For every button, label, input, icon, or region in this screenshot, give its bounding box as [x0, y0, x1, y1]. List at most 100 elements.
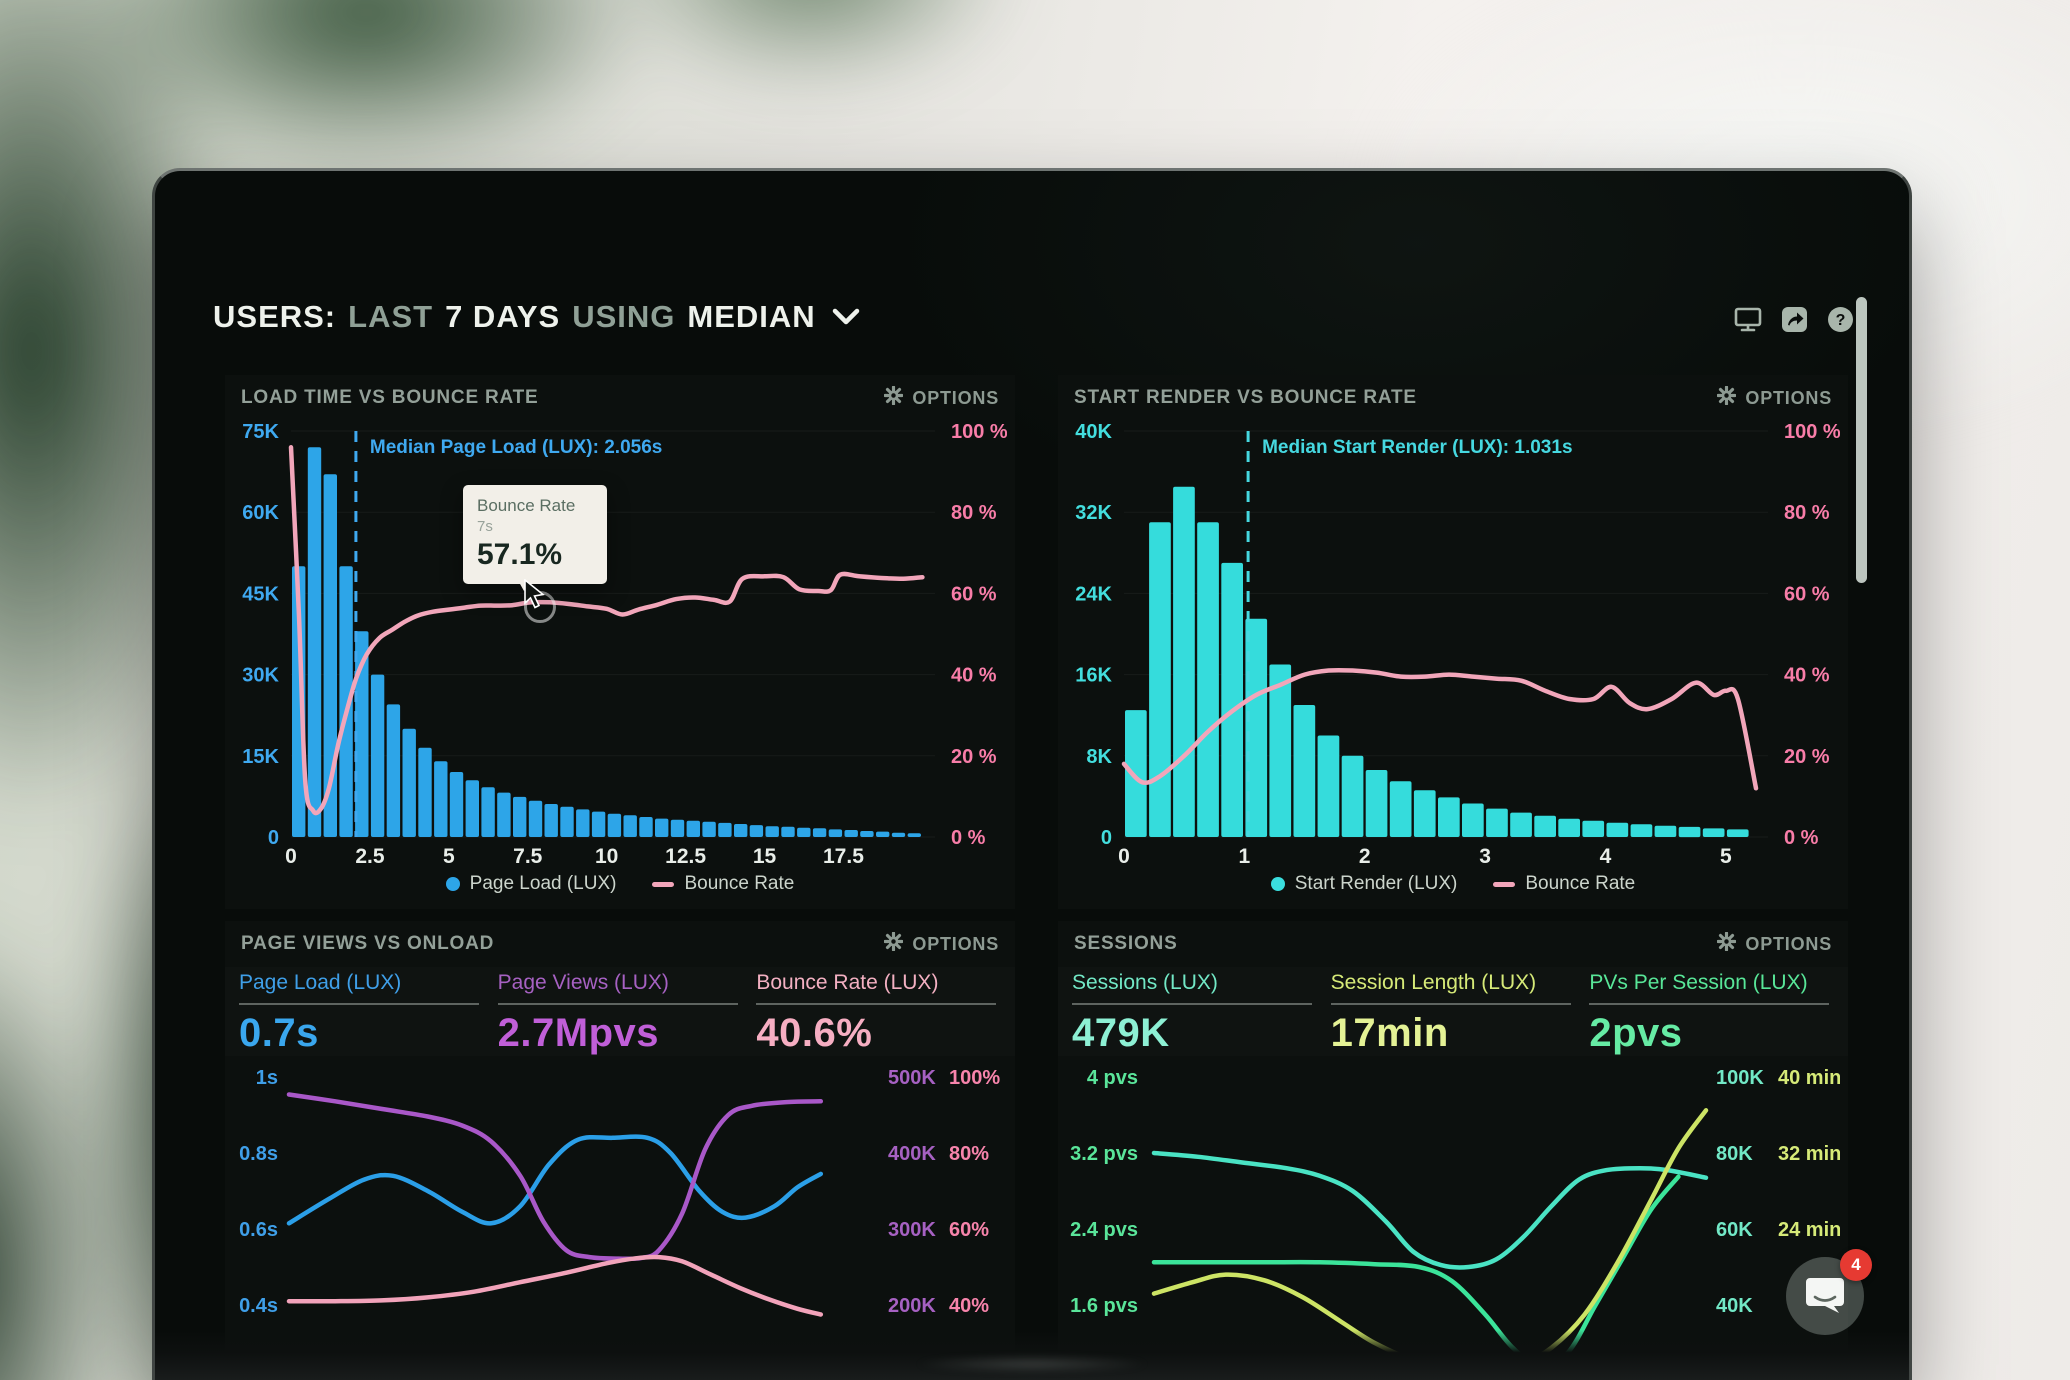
metric-label: Bounce Rate (LUX) [756, 971, 939, 994]
histogram-bar [1197, 522, 1219, 837]
tooltip-x-value: 7s [477, 518, 493, 535]
histogram-bar [591, 811, 606, 837]
toolbar: ? [1733, 305, 1855, 333]
axis-tick: 80 % [1784, 502, 1830, 524]
histogram-bar [718, 822, 732, 837]
axis-tick: 20 % [1784, 746, 1830, 768]
axis-tick: 20 % [951, 746, 997, 768]
header-metric-label[interactable]: MEDIAN [687, 299, 816, 334]
legend-label: Bounce Rate [684, 873, 795, 894]
options-label: OPTIONS [1745, 387, 1832, 408]
metrics-row: Page Load (LUX) 0.7s Page Views (LUX) 2.7Mp… [225, 967, 1015, 1056]
axis-tick: 15K [242, 746, 279, 768]
metric-divider [239, 1003, 479, 1005]
histogram-bar [797, 827, 811, 837]
share-icon[interactable] [1779, 305, 1809, 333]
trend-line [286, 1134, 824, 1226]
options-button[interactable]: OPTIONS [1716, 385, 1832, 410]
scrollbar-thumb[interactable] [1856, 297, 1867, 583]
axis-tick: 10 [595, 845, 618, 868]
metric-value: 479K [1072, 1011, 1170, 1055]
histogram-bar [828, 829, 843, 837]
histogram-bar [734, 824, 748, 837]
axis-tick: 0 % [951, 827, 986, 849]
panel-title: LOAD TIME VS BOUNCE RATE [241, 387, 539, 408]
histogram-bar [497, 792, 511, 837]
axis-tick: 60 % [1784, 583, 1830, 605]
histogram-bar [1293, 705, 1316, 837]
histogram-bar [1413, 790, 1436, 837]
histogram-bar [292, 566, 306, 837]
legend-label: Bounce Rate [1525, 873, 1636, 894]
metric-label: Session Length (LUX) [1330, 971, 1537, 994]
chat-launcher[interactable]: 4 [1786, 1249, 1872, 1335]
axis-tick: 1 [1239, 845, 1251, 868]
options-button[interactable]: OPTIONS [883, 385, 999, 410]
axis-tick: 24 min [1778, 1219, 1840, 1241]
axis-tick: 15 [753, 845, 777, 868]
axis-tick: 0 % [1784, 827, 1819, 849]
histogram-bar [781, 826, 795, 837]
chevron-down-icon[interactable] [832, 308, 860, 326]
axis-tick: 40K [1716, 1295, 1753, 1317]
axis-tick: 100K [1716, 1067, 1764, 1089]
options-button[interactable]: OPTIONS [883, 931, 999, 956]
metric-divider [1589, 1003, 1830, 1005]
histogram-bar [702, 821, 716, 837]
metric-divider [497, 1003, 738, 1005]
histogram-bar [1726, 829, 1749, 837]
display-icon[interactable] [1733, 305, 1763, 333]
chat-unread-badge: 4 [1840, 1249, 1872, 1281]
histogram-bar [860, 831, 874, 837]
load-time-chart[interactable]: 75K 100 % 60K 80 % 45K 60 % 30K 40 % 15K 20 % 0 0 %… [233, 419, 1007, 871]
metric-value: 17min [1330, 1011, 1449, 1055]
histogram-bar [544, 804, 558, 837]
metric-value: 40.6% [756, 1011, 873, 1055]
histogram-bar [891, 832, 906, 837]
histogram-bar [670, 819, 685, 837]
laptop-bottom-bezel [155, 1330, 1909, 1380]
trend-line [286, 1254, 824, 1317]
histogram-bar [402, 728, 416, 837]
gear-icon [883, 385, 904, 410]
legend-label: Page Load (LUX) [469, 873, 617, 894]
axis-tick: 2.5 [355, 845, 385, 868]
gear-icon [1716, 931, 1737, 956]
metric-label: Page Load (LUX) [239, 971, 402, 994]
options-button[interactable]: OPTIONS [1716, 931, 1832, 956]
header-range-label[interactable]: 7 DAYS [445, 299, 561, 334]
legend-item[interactable]: Bounce Rate [1493, 873, 1635, 895]
histogram-bar [607, 813, 622, 837]
axis-tick: 80% [949, 1143, 989, 1165]
axis-tick: 80K [1716, 1143, 1753, 1165]
help-icon[interactable]: ? [1825, 305, 1855, 333]
axis-tick: 100 % [1784, 421, 1840, 443]
axis-tick: 100% [949, 1067, 1000, 1089]
median-label: Median Start Render (LUX): 1.031s [1262, 437, 1572, 458]
page-views-chart[interactable]: 1s 500K 100% 0.8s 400K 80% 0.6s 300K 60% 0.4s 200K… [233, 1059, 1007, 1380]
legend-item[interactable]: Page Load (LUX) [445, 873, 617, 895]
metric-divider [1072, 1003, 1312, 1005]
legend-item[interactable]: Bounce Rate [652, 873, 794, 895]
tooltip-title: Bounce Rate [477, 496, 576, 515]
histogram-bar [528, 800, 543, 837]
axis-tick: 200K [888, 1295, 936, 1317]
laptop-logo-blur [912, 1356, 1152, 1372]
histogram-bar [1606, 822, 1629, 837]
histogram-bar [370, 674, 385, 837]
histogram-bar [1245, 618, 1268, 837]
bounce-rate-tooltip: Bounce Rate 7s 57.1% [463, 485, 607, 591]
histogram-bar [434, 761, 448, 837]
histogram-bar [639, 817, 653, 837]
axis-tick: 5 [1720, 845, 1732, 868]
histogram-bar [812, 828, 827, 837]
axis-tick: 32 min [1778, 1143, 1840, 1165]
histogram-bar [465, 780, 479, 837]
histogram-bar [449, 772, 464, 837]
axis-tick: 3.2 pvs [1070, 1143, 1138, 1165]
start-render-chart[interactable]: 40K 100 % 32K 80 % 24K 60 % 16K 40 % 8K 20 % 0 0 % M… [1066, 419, 1840, 871]
axis-tick: 1s [256, 1067, 278, 1089]
legend-item[interactable]: Start Render (LUX) [1270, 873, 1457, 895]
axis-tick: 100 % [951, 421, 1007, 443]
